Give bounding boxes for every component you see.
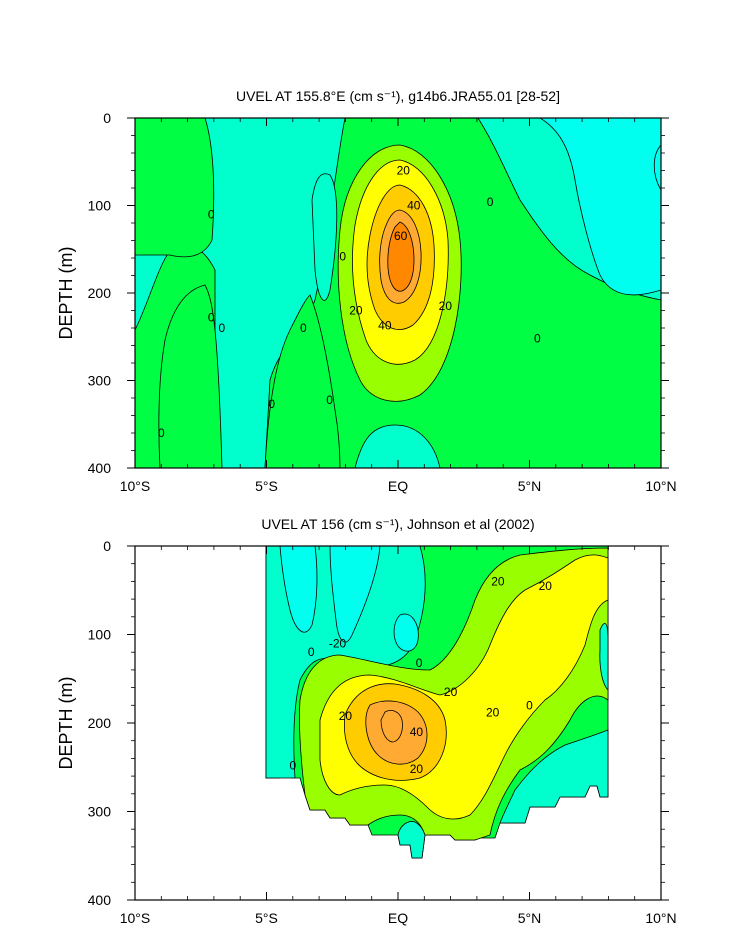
level-neg-region-deep xyxy=(354,424,441,468)
contour-label-obs: 0 xyxy=(289,758,296,772)
level-core-region-obs xyxy=(380,710,403,743)
contour-label-obs: 20 xyxy=(491,574,505,588)
y-tick-label-obs: 400 xyxy=(88,892,112,908)
contour-label-model: 60 xyxy=(394,229,408,243)
y-tick-label-model: 300 xyxy=(88,373,112,389)
contour-label-obs: 20 xyxy=(339,709,353,723)
level-neg-region-obs-east xyxy=(499,729,609,824)
contour-fill-obs xyxy=(265,546,609,859)
y-axis-label-obs: DEPTH (m) xyxy=(56,677,76,770)
level-neg20-region-east xyxy=(539,118,661,296)
level-neg20-region-obs-west xyxy=(279,546,318,633)
y-tick-label-obs: 200 xyxy=(88,715,112,731)
x-tick-label-obs: 10°S xyxy=(120,910,151,926)
y-tick-label-obs: 300 xyxy=(88,804,112,820)
contour-label-obs: 40 xyxy=(410,725,424,739)
contour-label-obs: -20 xyxy=(329,636,347,650)
level-0-20-region-mid xyxy=(264,294,341,468)
level-0-20-region-deep-west xyxy=(158,284,223,468)
contour-label-model: 0 xyxy=(218,321,225,335)
contour-label-obs: 20 xyxy=(444,685,458,699)
level-neg20-region-obs-mid xyxy=(329,546,381,643)
y-tick-label-model: 400 xyxy=(88,460,112,476)
contour-label-model: 20 xyxy=(439,299,453,313)
level-neg-column-obs-east xyxy=(599,623,609,691)
level-max-region xyxy=(387,221,415,292)
y-tick-label-obs: 100 xyxy=(88,627,112,643)
y-tick-label-model: 200 xyxy=(88,285,112,301)
x-tick-label-model: 5°N xyxy=(518,478,542,494)
chart-panel-model: UVEL AT 155.8°E (cm s⁻¹), g14b6.JRA55.01… xyxy=(56,88,677,494)
chart-title-model: UVEL AT 155.8°E (cm s⁻¹), g14b6.JRA55.01… xyxy=(236,88,560,104)
contour-label-model: 0 xyxy=(208,311,215,325)
x-tick-label-obs: 5°N xyxy=(518,910,542,926)
x-tick-label-model: 10°S xyxy=(120,478,151,494)
x-tick-label-model: EQ xyxy=(388,478,408,494)
x-tick-label-model: 5°S xyxy=(255,478,278,494)
contour-label-model: 0 xyxy=(158,426,165,440)
x-tick-label-obs: EQ xyxy=(388,910,408,926)
y-axis-label-model: DEPTH (m) xyxy=(56,247,76,340)
y-tick-label-model: 100 xyxy=(88,198,112,214)
contour-label-model: 20 xyxy=(349,304,363,318)
x-tick-label-model: 10°N xyxy=(645,478,676,494)
contour-label-obs: 0 xyxy=(416,656,423,670)
contour-label-model: 20 xyxy=(397,164,411,178)
contour-label-model: 40 xyxy=(378,318,392,332)
contour-labels-obs: 20 20 -20 0 0 20 20 20 0 40 20 0 xyxy=(289,574,552,776)
level-0-20-region-west xyxy=(135,118,215,258)
contour-label-model: 0 xyxy=(487,195,494,209)
level-neg20-region-obs-eddy xyxy=(393,613,419,652)
contour-label-model: 0 xyxy=(326,393,333,407)
contour-label-obs: 20 xyxy=(539,579,553,593)
y-tick-label-model: 0 xyxy=(103,110,111,126)
chart-title-obs: UVEL AT 156 (cm s⁻¹), Johnson et al (200… xyxy=(261,516,534,532)
contour-label-model: 40 xyxy=(407,199,421,213)
contour-label-obs: 20 xyxy=(486,705,500,719)
x-tick-label-obs: 10°N xyxy=(645,910,676,926)
level-neg-region-obs-bottom xyxy=(397,821,426,859)
x-tick-label-obs: 5°S xyxy=(255,910,278,926)
contour-label-model: 0 xyxy=(300,321,307,335)
contour-label-obs: 0 xyxy=(308,645,315,659)
contour-label-model: 0 xyxy=(268,397,275,411)
contour-label-model: 0 xyxy=(208,207,215,221)
contour-label-obs: 0 xyxy=(526,698,533,712)
contour-label-model: 0 xyxy=(339,249,346,263)
contour-label-model: 0 xyxy=(534,332,541,346)
contour-label-obs: 20 xyxy=(410,762,424,776)
y-tick-label-obs: 0 xyxy=(103,538,111,554)
contour-fill-model xyxy=(135,118,661,468)
level-neg-column xyxy=(311,173,338,301)
chart-panel-obs: UVEL AT 156 (cm s⁻¹), Johnson et al (200… xyxy=(56,516,677,926)
